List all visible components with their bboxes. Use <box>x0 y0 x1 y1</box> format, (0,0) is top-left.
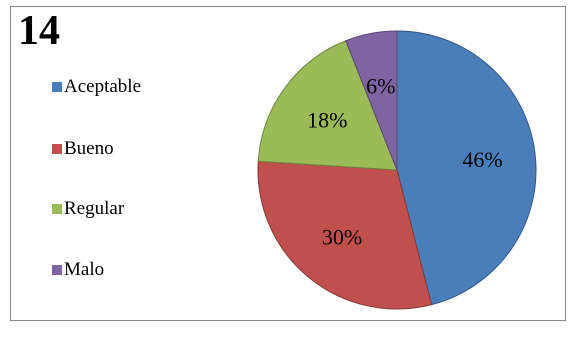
legend-item-malo: Malo <box>52 259 166 281</box>
legend-swatch <box>52 144 62 154</box>
legend-label: Regular <box>64 198 125 219</box>
pie-slice-regular <box>257 40 398 171</box>
chart-title: 14 <box>18 8 60 54</box>
legend-swatch <box>52 82 62 92</box>
data-label-bueno: 30% <box>322 224 362 249</box>
legend-label: Aceptable <box>64 76 142 97</box>
pie-slice-malo <box>345 30 398 171</box>
legend-item-aceptable: Aceptable <box>52 76 166 98</box>
legend-swatch <box>52 204 62 214</box>
data-label-malo: 6% <box>366 73 395 98</box>
legend-item-bueno: Bueno <box>52 138 166 160</box>
data-label-regular: 18% <box>307 107 347 132</box>
pie-slice-aceptable <box>396 30 537 306</box>
pie-slice-bueno <box>257 160 433 310</box>
legend-label: Bueno <box>64 138 114 159</box>
legend-swatch <box>52 265 62 275</box>
legend-label: Malo <box>64 259 105 280</box>
data-label-aceptable: 46% <box>462 147 502 172</box>
legend-item-regular: Regular <box>52 198 166 220</box>
